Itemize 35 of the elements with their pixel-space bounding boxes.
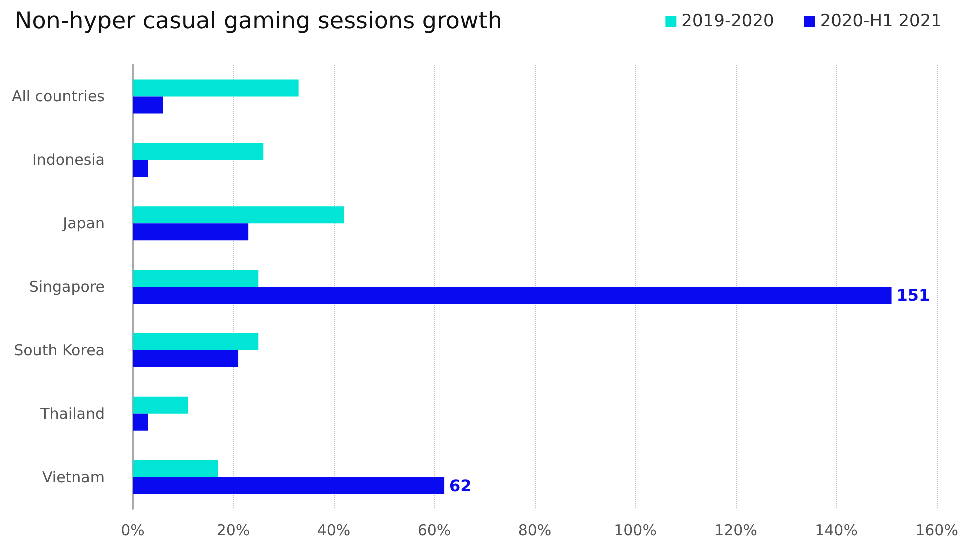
bar xyxy=(133,160,148,178)
x-tick-label: 80% xyxy=(518,522,552,540)
chart-title: Non-hyper casual gaming sessions growth xyxy=(15,8,502,34)
bar xyxy=(133,206,344,224)
bar xyxy=(133,414,148,431)
x-tick-label: 40% xyxy=(317,522,351,540)
bar xyxy=(133,333,259,350)
data-label: 62 xyxy=(450,476,472,496)
bar xyxy=(133,287,892,304)
bar xyxy=(133,224,249,241)
bar xyxy=(133,477,445,494)
y-tick-label: Indonesia xyxy=(32,151,105,170)
x-tick-label: 140% xyxy=(815,522,858,540)
y-tick-label: Vietnam xyxy=(42,468,105,486)
bar xyxy=(133,396,188,414)
x-tick-label: 120% xyxy=(714,522,758,540)
x-tick-label: 100% xyxy=(614,522,657,540)
y-tick-label: South Korea xyxy=(14,341,105,360)
y-tick-label: Thailand xyxy=(40,404,105,423)
bar xyxy=(133,80,299,97)
x-tick-label: 60% xyxy=(418,522,452,540)
legend-label: 2019-2020 xyxy=(682,12,774,32)
bar xyxy=(133,143,264,160)
x-tick-label: 160% xyxy=(916,522,958,540)
x-tick-label: 0% xyxy=(121,522,145,540)
bar xyxy=(133,460,218,478)
y-tick-label: Singapore xyxy=(29,278,105,296)
bar xyxy=(133,96,164,114)
data-label: 151 xyxy=(896,286,930,305)
y-tick-label: Japan xyxy=(62,214,105,233)
bar xyxy=(133,270,259,287)
legend-label: 2020-H1 2021 xyxy=(820,12,942,32)
x-tick-label: 20% xyxy=(216,522,250,540)
bar xyxy=(133,350,239,368)
y-tick-label: All countries xyxy=(12,88,106,106)
